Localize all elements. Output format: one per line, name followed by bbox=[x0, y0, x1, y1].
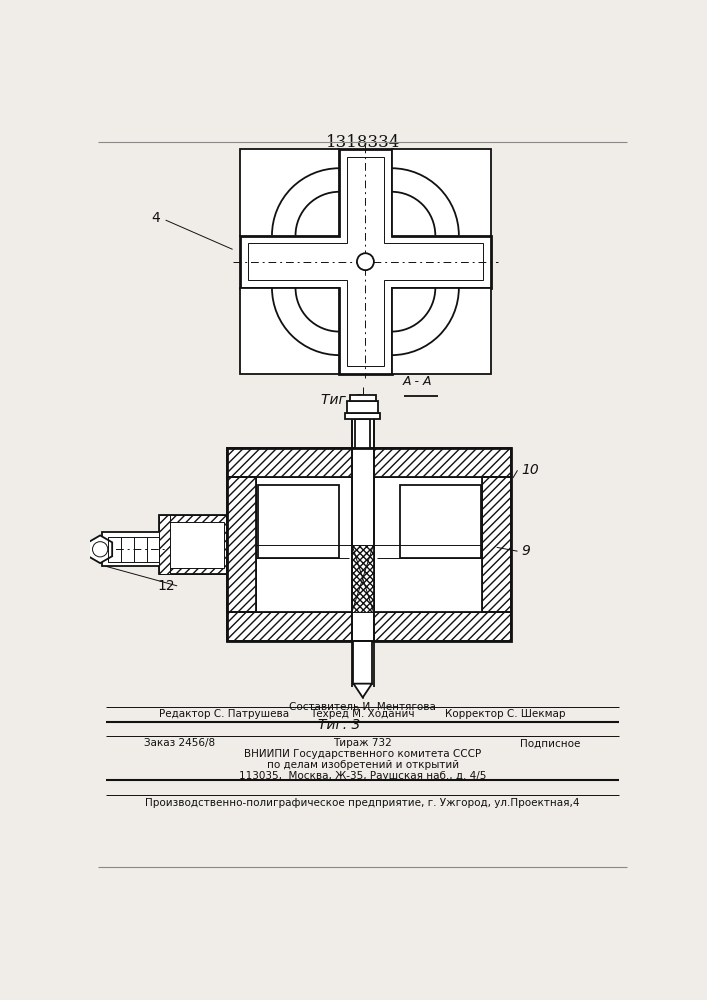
Bar bbox=[227, 448, 511, 477]
Text: 10: 10 bbox=[521, 463, 539, 477]
Bar bbox=[227, 477, 257, 612]
Bar bbox=[257, 477, 482, 612]
Bar bbox=[352, 545, 373, 612]
Text: Тираж 732: Тираж 732 bbox=[333, 738, 392, 748]
Polygon shape bbox=[354, 684, 372, 698]
Bar bbox=[355, 419, 370, 448]
Bar bbox=[240, 288, 339, 374]
Text: Заказ 2456/8: Заказ 2456/8 bbox=[144, 738, 215, 748]
Bar bbox=[354, 641, 372, 684]
Text: 113035,  Москва, Ж-35, Раушская наб., д. 4/5: 113035, Москва, Ж-35, Раушская наб., д. … bbox=[239, 771, 486, 781]
Bar bbox=[240, 149, 339, 235]
Text: по делам изобретений и открытий: по делам изобретений и открытий bbox=[267, 760, 459, 770]
Text: Техред М. Ходанич: Техред М. Ходанич bbox=[310, 709, 415, 719]
Bar bbox=[169, 522, 224, 568]
Bar bbox=[482, 477, 511, 612]
Bar bbox=[108, 537, 160, 562]
Text: 9: 9 bbox=[521, 544, 530, 558]
Text: A - A: A - A bbox=[403, 375, 432, 388]
Bar bbox=[345, 413, 380, 419]
Text: Корректор С. Шекмар: Корректор С. Шекмар bbox=[445, 709, 565, 719]
Bar bbox=[399, 485, 481, 558]
Bar bbox=[352, 448, 373, 641]
Bar bbox=[227, 612, 511, 641]
Circle shape bbox=[93, 542, 107, 557]
Bar bbox=[160, 515, 170, 574]
Text: Производственно-полиграфическое предприятие, г. Ужгород, ул.Проектная,4: Производственно-полиграфическое предприя… bbox=[146, 798, 580, 808]
Bar bbox=[350, 395, 376, 401]
Bar bbox=[160, 515, 227, 574]
Bar bbox=[160, 515, 227, 574]
Polygon shape bbox=[88, 535, 112, 563]
Bar bbox=[352, 413, 373, 641]
Text: 12: 12 bbox=[157, 579, 175, 593]
Bar bbox=[392, 288, 491, 374]
Bar bbox=[258, 485, 339, 558]
Text: 13: 13 bbox=[161, 525, 179, 539]
Text: 4: 4 bbox=[151, 211, 160, 225]
Text: Редактор С. Патрушева: Редактор С. Патрушева bbox=[160, 709, 290, 719]
Bar bbox=[392, 149, 491, 235]
Text: Τиг. 3: Τиг. 3 bbox=[318, 718, 361, 732]
Bar bbox=[227, 448, 511, 641]
Text: Составитель И. Ментягова: Составитель И. Ментягова bbox=[289, 702, 436, 712]
Bar bbox=[227, 448, 511, 477]
Text: Подписное: Подписное bbox=[520, 738, 580, 748]
Text: ВНИИПИ Государственного комитета СССР: ВНИИПИ Государственного комитета СССР bbox=[244, 749, 481, 759]
Bar bbox=[227, 477, 257, 612]
Bar bbox=[347, 401, 378, 413]
Polygon shape bbox=[240, 149, 491, 374]
Bar bbox=[482, 477, 511, 612]
Bar bbox=[102, 532, 163, 566]
Text: 1318334: 1318334 bbox=[325, 134, 400, 151]
Circle shape bbox=[357, 253, 374, 270]
Bar bbox=[227, 612, 511, 641]
Text: Τиг. 2: Τиг. 2 bbox=[321, 393, 363, 407]
